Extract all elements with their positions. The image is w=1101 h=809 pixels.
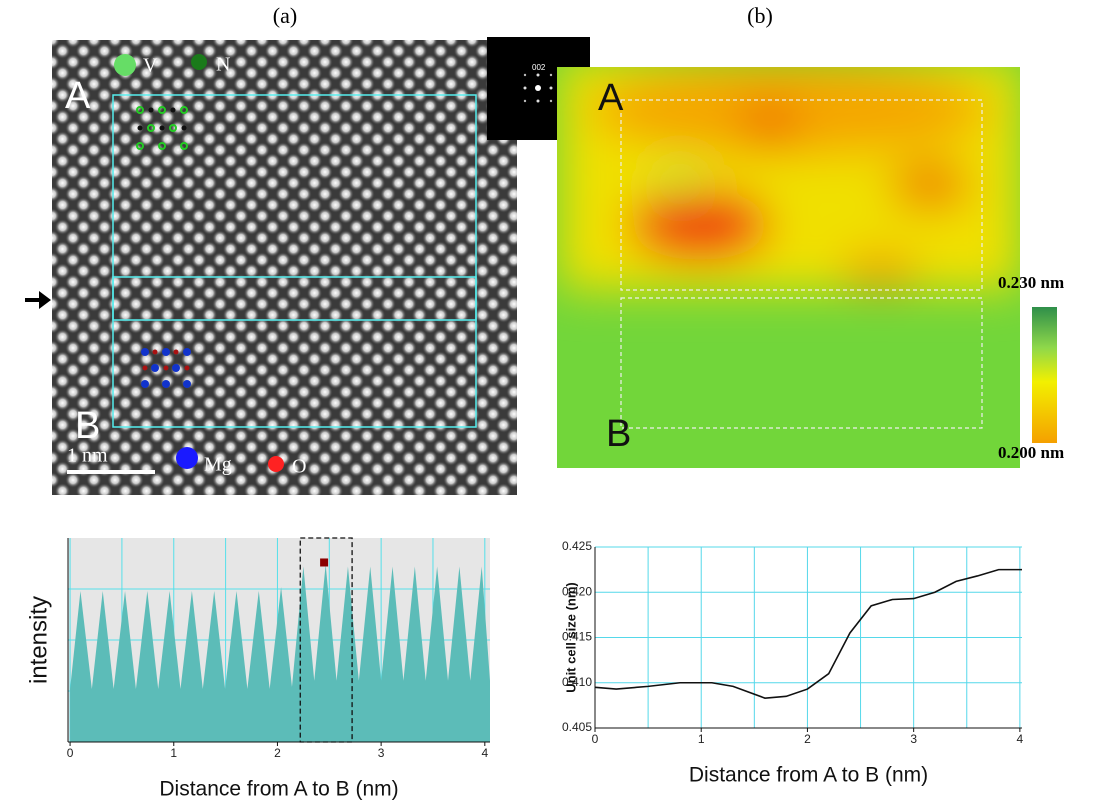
region-label: B: [75, 405, 100, 447]
region-label: B: [606, 413, 631, 455]
y-tick-label: 0.415: [562, 630, 592, 644]
x-tick-label: 2: [804, 732, 811, 746]
lattice: [52, 40, 517, 495]
data-line: [594, 568, 1022, 699]
legend-label: O: [292, 456, 306, 478]
x-tick-label: 2: [274, 746, 281, 760]
y-tick-label: 0.425: [562, 539, 592, 553]
region-label: A: [598, 77, 624, 119]
region-box: [112, 94, 477, 321]
intensity-area: [70, 564, 491, 742]
y-axis-label: Unit cell size (nm): [563, 582, 578, 693]
scale-bar-label: 1 nm: [67, 445, 108, 467]
region-label: A: [65, 75, 91, 117]
x-tick-label: 3: [378, 746, 385, 760]
atom-overlay: [136, 106, 191, 388]
legend-swatch: [268, 456, 284, 472]
legend-label: N: [216, 54, 230, 76]
marker: [320, 558, 329, 567]
y-axis-label: intensity: [25, 596, 52, 684]
fft-label: 002: [532, 63, 546, 72]
legend-swatch: [176, 447, 198, 469]
x-tick-label: 3: [910, 732, 917, 746]
region-box: [112, 276, 477, 428]
x-tick-label: 4: [481, 746, 488, 760]
colorbar-label: 0.200 nm: [998, 443, 1064, 462]
x-axis-label: Distance from A to B (nm): [689, 764, 928, 787]
x-axis-label: Distance from A to B (nm): [159, 778, 398, 801]
legend-label: Mg: [204, 454, 232, 476]
hrtem-image: A B V N Mg O 1 nm 002: [52, 37, 590, 495]
scale-bar: [67, 470, 155, 474]
strain-map: A B: [557, 67, 1020, 468]
y-tick-label: 0.420: [562, 584, 592, 598]
legend-label: V: [143, 55, 158, 77]
x-tick-label: 0: [592, 732, 599, 746]
legend-swatch: [114, 54, 136, 76]
x-tick-label: 0: [67, 746, 74, 760]
panel-label: (a): [273, 3, 297, 28]
x-tick-label: 1: [170, 746, 177, 760]
colorbar: [1032, 307, 1057, 443]
y-tick-label: 0.405: [562, 720, 592, 734]
x-tick-label: 4: [1017, 732, 1024, 746]
x-tick-label: 1: [698, 732, 705, 746]
interface-arrow: [25, 291, 51, 309]
colorbar-label: 0.230 nm: [998, 273, 1064, 292]
y-tick-label: 0.410: [562, 675, 592, 689]
legend-swatch: [191, 54, 207, 70]
panel-label: (b): [747, 3, 773, 28]
